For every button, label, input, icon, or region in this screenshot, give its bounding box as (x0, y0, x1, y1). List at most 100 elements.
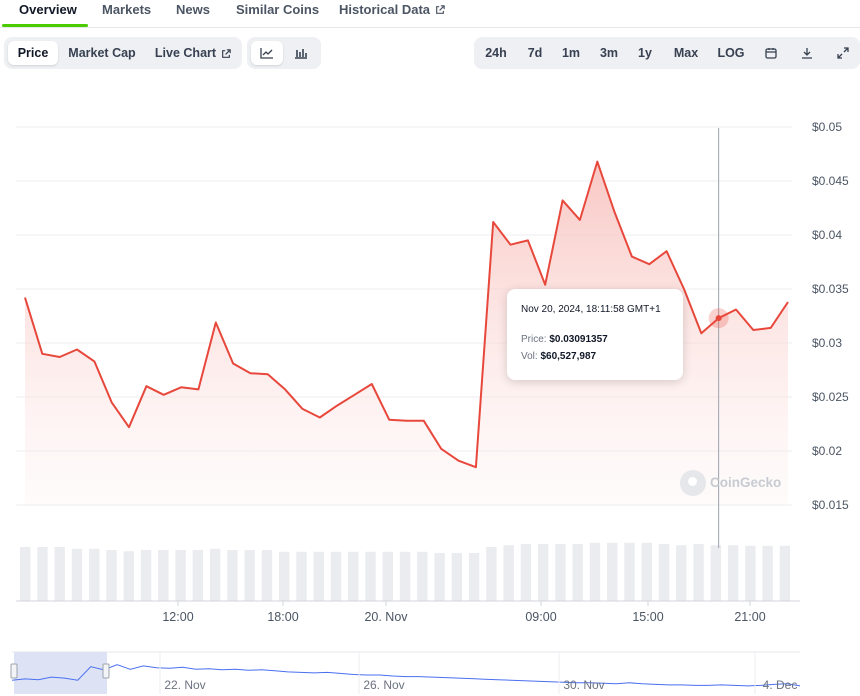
navigator-selection (14, 652, 107, 694)
volume-bar (54, 547, 65, 601)
volume-bar (693, 544, 704, 601)
candlestick-chart-button[interactable] (285, 41, 317, 65)
candlestick-chart-icon (295, 49, 307, 59)
range-max-button[interactable]: Max (673, 46, 699, 60)
volume-bar (348, 551, 359, 601)
tab-news[interactable]: News (176, 2, 210, 17)
volume-bar (382, 551, 393, 601)
volume-bar (261, 550, 273, 601)
navigator-tick-label: 30. Nov (563, 678, 604, 692)
y-tick-label: $0.03 (812, 336, 842, 350)
tab-historical-data[interactable]: Historical Data (339, 2, 445, 17)
tab-overview[interactable]: Overview (19, 2, 77, 17)
live-chart-button[interactable]: Live Chart (148, 41, 238, 65)
download-icon (802, 48, 812, 59)
tooltip-volume: Vol: $60,527,987 (521, 351, 596, 362)
volume-bar (779, 545, 791, 601)
price-button[interactable]: Price (8, 41, 58, 65)
x-tick-label: 20. Nov (364, 610, 408, 624)
navigator-tick-label: 22. Nov (164, 678, 205, 692)
y-axis-labels: $0.05 $0.045 $0.04 $0.035 $0.03 $0.025 $0.02 $0… (812, 120, 849, 512)
tab-markets[interactable]: Markets (102, 2, 152, 17)
external-link-icon (222, 49, 231, 58)
y-tick-label: $0.015 (812, 498, 849, 512)
volume-bar (192, 550, 204, 601)
tooltip-vol-value: $60,527,987 (540, 351, 597, 362)
y-tick-label: $0.05 (812, 120, 842, 134)
tooltip-vol-label: Vol: (521, 351, 538, 362)
top-tabs: Overview Markets News Similar Coins Hist… (0, 0, 860, 28)
line-chart-icon (260, 48, 273, 59)
price-line (24, 160, 789, 469)
volume-bar (624, 542, 635, 601)
expand-icon (837, 47, 849, 59)
log-scale-button[interactable]: LOG (717, 46, 745, 60)
volume-bar (244, 550, 255, 601)
navigator-left-handle[interactable] (10, 663, 18, 679)
range-1y-button[interactable]: 1y (638, 46, 652, 60)
chart-mode-toggle: Price Market Cap Live Chart (4, 37, 242, 69)
navigator-line (11, 664, 801, 687)
time-range-selector: 24h 7d 1m 3m 1y Max LOG (474, 37, 860, 69)
volume-bar (572, 544, 583, 601)
volume-bar (555, 544, 566, 601)
range-3m-button[interactable]: 3m (599, 46, 619, 60)
price-tooltip: Nov 20, 2024, 18:11:58 GMT+1 Price: $0.0… (507, 289, 683, 380)
y-tick-label: $0.045 (812, 174, 849, 188)
volume-bar (727, 545, 739, 601)
tab-similar-coins[interactable]: Similar Coins (236, 2, 320, 17)
volume-bar (762, 545, 773, 601)
volume-bar (330, 551, 342, 601)
market-cap-button[interactable]: Market Cap (68, 46, 136, 60)
volume-bar (175, 550, 186, 601)
navigator[interactable]: 22. Nov 26. Nov 30. Nov 4. Dec (10, 651, 801, 694)
volume-bar (123, 551, 134, 601)
fullscreen-button[interactable] (830, 41, 856, 65)
tooltip-price-label: Price: (521, 334, 547, 345)
volume-bar (296, 551, 307, 601)
price-area-fill (25, 161, 788, 505)
volume-bar (658, 544, 670, 601)
tooltip-time: Nov 20, 2024, 18:11:58 GMT+1 (521, 304, 661, 315)
volume-bar (468, 553, 480, 601)
download-button[interactable] (794, 41, 820, 65)
tab-historical-data-label: Historical Data (339, 2, 431, 17)
price-area (24, 160, 789, 505)
volume-bar (37, 547, 48, 601)
navigator-tick-label: 26. Nov (363, 678, 404, 692)
volume-bar (417, 551, 428, 601)
volume-bar (209, 548, 221, 601)
line-chart-button[interactable] (251, 41, 283, 65)
volume-bar (20, 547, 31, 601)
crosshair (708, 128, 729, 548)
active-tab-indicator (2, 24, 88, 27)
x-tick-label: 12:00 (162, 610, 193, 624)
volume-bar (279, 551, 290, 601)
volume-bar (710, 545, 722, 601)
volume-bar (227, 550, 238, 601)
x-tick-label: 15:00 (632, 610, 663, 624)
volume-bar (399, 551, 411, 601)
navigator-right-handle[interactable] (102, 663, 110, 679)
volume-bar (365, 551, 376, 601)
volume-bar (434, 553, 445, 601)
volume-bar (538, 544, 549, 601)
x-tick-label: 18:00 (267, 610, 298, 624)
volume-bar (607, 542, 618, 601)
volume-bars (20, 542, 791, 601)
range-1m-button[interactable]: 1m (561, 46, 581, 60)
navigator-tick-label: 4. Dec (763, 678, 798, 692)
watermark-text: CoinGecko (710, 475, 782, 490)
volume-bar (89, 548, 100, 601)
volume-bar (106, 550, 117, 601)
y-tick-label: $0.025 (812, 390, 849, 404)
x-axis-labels: 12:00 18:00 20. Nov 09:00 15:00 21:00 (16, 600, 800, 624)
range-7d-button[interactable]: 7d (527, 46, 543, 60)
volume-bar (676, 545, 687, 601)
volume-bar (745, 545, 756, 601)
chart-type-toggle (247, 37, 321, 69)
range-24h-button[interactable]: 24h (485, 46, 507, 60)
calendar-button[interactable] (758, 41, 784, 65)
volume-bar (589, 542, 601, 601)
